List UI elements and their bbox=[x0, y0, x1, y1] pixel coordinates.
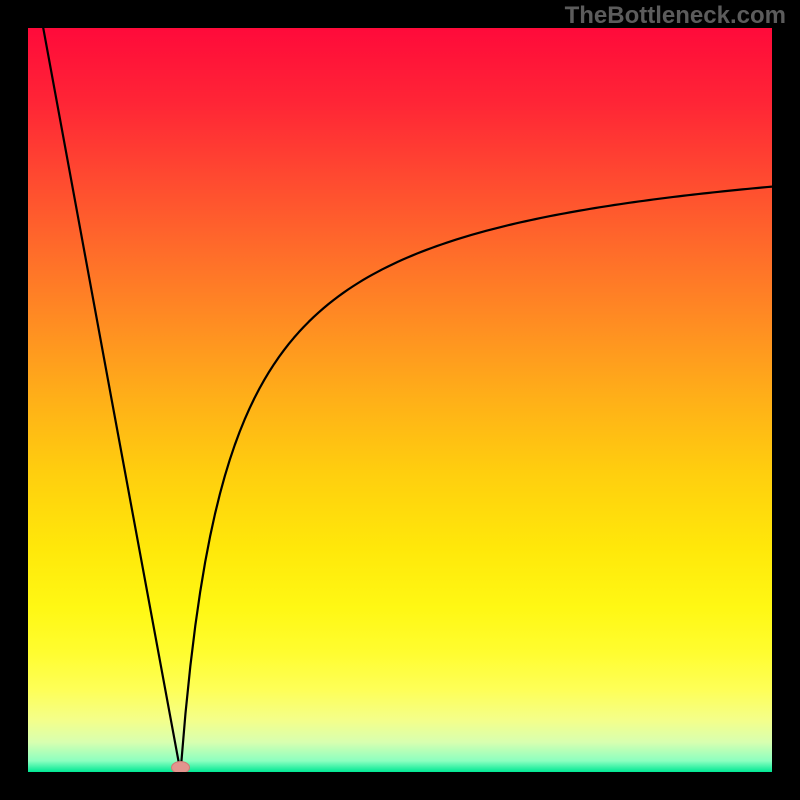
frame-border-bottom bbox=[0, 772, 800, 800]
chart-container: TheBottleneck.com bbox=[0, 0, 800, 800]
frame-border-right bbox=[772, 0, 800, 800]
chart-svg bbox=[0, 0, 800, 800]
gradient-background bbox=[28, 28, 772, 772]
frame-border-left bbox=[0, 0, 28, 800]
watermark-text: TheBottleneck.com bbox=[565, 2, 786, 30]
